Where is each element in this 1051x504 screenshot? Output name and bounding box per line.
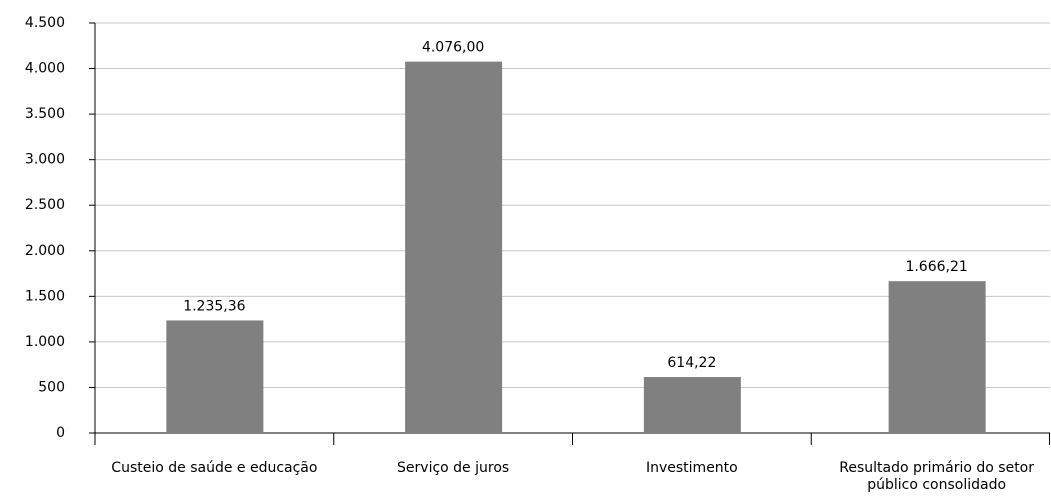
x-tick-label: Investimento: [645, 460, 738, 476]
y-tick-label: 2.000: [25, 243, 65, 259]
y-tick-label: 2.500: [25, 197, 65, 213]
value-label: 1.235,36: [183, 298, 245, 314]
x-tick-label: Serviço de juros: [397, 460, 510, 476]
bar: [405, 61, 503, 434]
bar: [888, 281, 986, 433]
x-tick-label: Resultado primário do setor público cons…: [839, 460, 1035, 493]
y-tick-label: 4.000: [25, 61, 65, 77]
bar: [166, 320, 264, 433]
y-tick-label: 3.000: [25, 152, 65, 168]
y-tick-label: 3.500: [25, 106, 65, 122]
value-label: 1.666,21: [905, 259, 967, 275]
x-tick-label: Custeio de saúde e educação: [111, 460, 318, 476]
value-label: 4.076,00: [422, 40, 484, 56]
y-tick-label: 500: [38, 379, 65, 395]
value-label: 614,22: [667, 355, 716, 371]
y-tick-label: 4.500: [25, 15, 65, 31]
y-tick-label: 1.000: [25, 334, 65, 350]
y-tick-label: 0: [56, 425, 65, 441]
y-tick-label: 1.500: [25, 288, 65, 304]
bar: [643, 377, 741, 433]
